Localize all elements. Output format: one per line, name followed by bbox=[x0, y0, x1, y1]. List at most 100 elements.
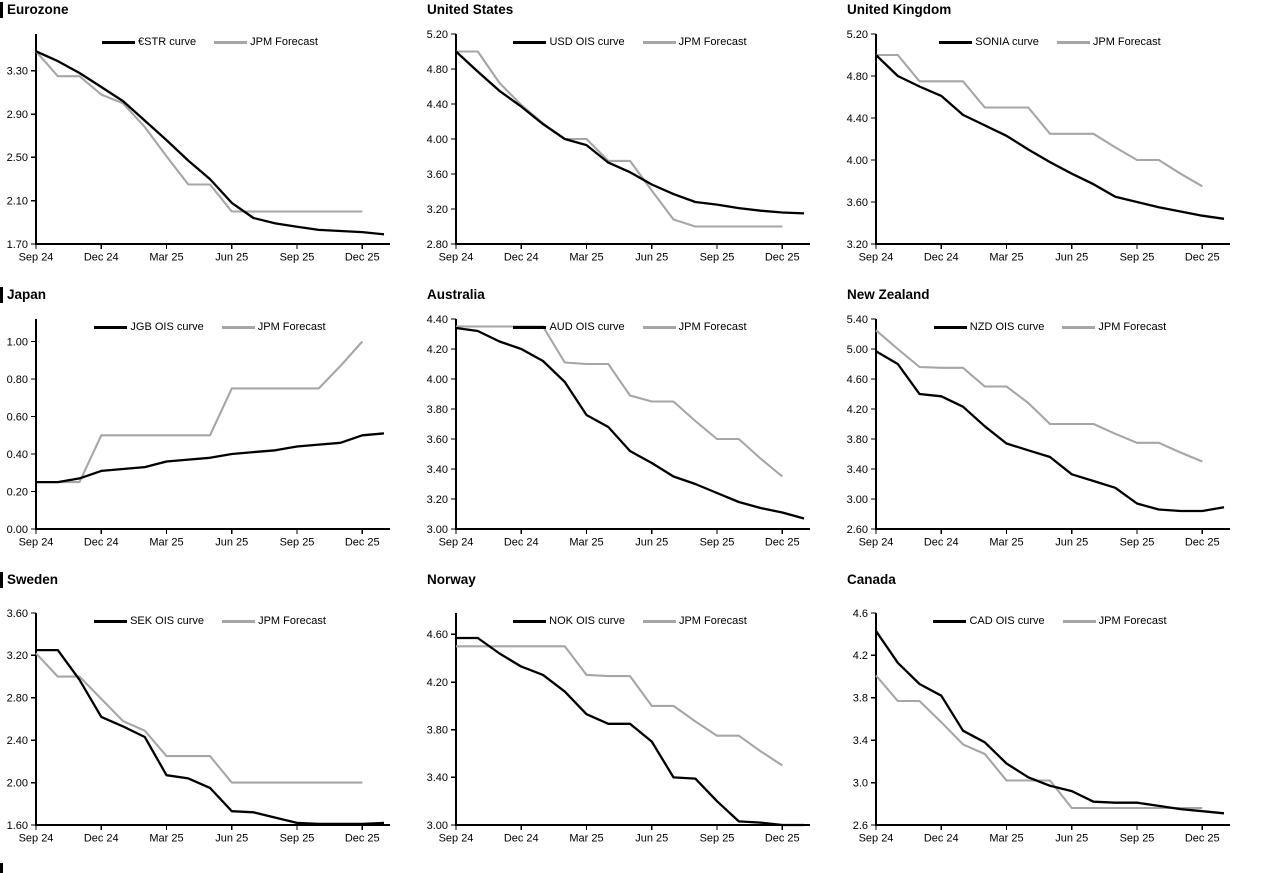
x-tick-label: Mar 25 bbox=[569, 252, 603, 264]
x-tick-label: Sep 25 bbox=[700, 833, 735, 845]
series-line-gray bbox=[456, 50, 783, 228]
x-tick-label: Dec 24 bbox=[504, 252, 539, 264]
y-tick-label: 5.40 bbox=[847, 314, 868, 326]
x-tick-label: Sep 25 bbox=[700, 252, 735, 264]
x-tick-label: Jun 25 bbox=[1055, 252, 1088, 264]
y-tick-label: 3.20 bbox=[427, 494, 448, 506]
series-line-gray bbox=[35, 50, 363, 213]
chart-legend: NOK OIS curve JPM Forecast bbox=[456, 614, 804, 628]
legend-line-sample bbox=[513, 325, 547, 329]
legend-label: SEK OIS curve bbox=[130, 615, 205, 627]
x-tick-label: Sep 24 bbox=[859, 833, 894, 845]
y-tick-label: 2.6 bbox=[853, 820, 868, 832]
y-tick-label: 2.80 bbox=[7, 693, 28, 705]
x-tick-label: Dec 24 bbox=[924, 252, 959, 264]
y-tick-label: 5.20 bbox=[427, 29, 448, 41]
y-tick-label: 3.8 bbox=[853, 693, 868, 705]
y-tick-label: 3.60 bbox=[427, 169, 448, 181]
y-tick-label: 3.00 bbox=[427, 524, 448, 536]
panel-title: United Kingdom bbox=[847, 2, 952, 17]
y-tick-label: 4.40 bbox=[427, 99, 448, 111]
panel-title: New Zealand bbox=[847, 287, 930, 302]
y-tick-label: 4.20 bbox=[847, 404, 868, 416]
legend-entry: JPM Forecast bbox=[1062, 321, 1166, 333]
legend-label: CAD OIS curve bbox=[969, 615, 1045, 627]
panel-title: Sweden bbox=[7, 572, 59, 587]
x-tick-label: Mar 25 bbox=[149, 833, 183, 845]
y-tick-label: 3.30 bbox=[7, 66, 28, 78]
x-tick-label: Dec 25 bbox=[345, 833, 380, 845]
y-tick-label: 5.00 bbox=[847, 344, 868, 356]
axis bbox=[455, 319, 810, 530]
y-tick-label: 0.20 bbox=[7, 486, 28, 498]
x-tick-label: Dec 25 bbox=[765, 537, 800, 549]
legend-entry: NZD OIS curve bbox=[933, 321, 1044, 333]
chart-legend: USD OIS curve JPM Forecast bbox=[456, 35, 804, 49]
x-tick-label: Jun 25 bbox=[215, 252, 248, 264]
x-tick-label: Dec 25 bbox=[1185, 833, 1220, 845]
y-tick-label: 0.00 bbox=[7, 524, 28, 536]
series-line-gray bbox=[875, 674, 1203, 810]
panel-title: Australia bbox=[427, 287, 485, 302]
y-tick-label: 0.60 bbox=[7, 411, 28, 423]
legend-line-sample bbox=[1056, 40, 1090, 44]
y-tick-label: 3.20 bbox=[427, 204, 448, 216]
y-tick-label: 3.40 bbox=[427, 464, 448, 476]
x-tick-label: Mar 25 bbox=[569, 537, 603, 549]
x-tick-label: Mar 25 bbox=[989, 537, 1023, 549]
y-tick-label: 2.00 bbox=[7, 777, 28, 789]
legend-entry: JPM Forecast bbox=[221, 321, 326, 333]
x-tick-label: Sep 24 bbox=[439, 537, 474, 549]
y-tick-label: 4.20 bbox=[427, 677, 448, 689]
x-tick-label: Dec 25 bbox=[345, 537, 380, 549]
series-line-gray bbox=[876, 53, 1203, 188]
chart-legend: JGB OIS curve JPM Forecast bbox=[36, 320, 384, 334]
section-marker-bar bbox=[0, 572, 3, 588]
panel-title: Canada bbox=[847, 572, 896, 587]
x-tick-label: Dec 24 bbox=[84, 252, 119, 264]
legend-line-sample bbox=[94, 619, 128, 623]
x-tick-label: Sep 25 bbox=[280, 537, 315, 549]
legend-entry: JPM Forecast bbox=[642, 321, 747, 333]
legend-line-sample bbox=[939, 40, 973, 44]
chart-canvas: 2.60 3.00 3.40 3.80 4.20 4.60 5.00 5.40 Sep 24 De… bbox=[847, 314, 1230, 549]
chart-canvas: 1.70 2.10 2.50 2.90 3.30 Sep 24 Dec 24 Mar 25 Ju… bbox=[7, 34, 390, 264]
x-tick-label: Jun 25 bbox=[1055, 833, 1088, 845]
legend-label: JPM Forecast bbox=[678, 615, 747, 627]
legend-entry: JGB OIS curve bbox=[94, 321, 204, 333]
y-tick-label: 4.60 bbox=[427, 629, 448, 641]
panel-title: Japan bbox=[7, 287, 47, 302]
y-tick-label: 5.20 bbox=[847, 29, 868, 41]
y-tick-label: 4.00 bbox=[847, 155, 868, 167]
legend-label: €STR curve bbox=[138, 36, 197, 48]
x-tick-label: Dec 24 bbox=[924, 537, 959, 549]
y-tick-label: 1.60 bbox=[7, 820, 28, 832]
legend-line-sample bbox=[221, 325, 255, 329]
y-tick-label: 3.60 bbox=[7, 608, 28, 620]
legend-line-sample bbox=[1062, 619, 1096, 623]
y-tick-label: 3.60 bbox=[427, 434, 448, 446]
series-line-black bbox=[35, 50, 385, 236]
legend-line-sample bbox=[642, 325, 676, 329]
chart-panel-eurozone: Eurozone 1.70 2.10 2.50 2.90 3.30 Sep 24 Dec 2… bbox=[0, 0, 420, 285]
y-tick-label: 3.00 bbox=[847, 494, 868, 506]
y-tick-label: 4.6 bbox=[853, 608, 868, 620]
x-tick-label: Sep 25 bbox=[700, 537, 735, 549]
y-tick-label: 3.80 bbox=[427, 725, 448, 737]
legend-label: USD OIS curve bbox=[549, 36, 625, 48]
legend-entry: JPM Forecast bbox=[214, 36, 318, 48]
x-tick-label: Sep 25 bbox=[280, 252, 315, 264]
series-line-black bbox=[875, 54, 1225, 220]
series-line-black bbox=[455, 50, 805, 215]
chart-panel-australia: Australia 3.00 3.20 3.40 3.60 3.80 4.00 4.20 4.… bbox=[420, 285, 840, 570]
chart-legend: SEK OIS curve JPM Forecast bbox=[36, 614, 384, 628]
y-tick-label: 4.40 bbox=[847, 113, 868, 125]
y-tick-label: 2.60 bbox=[847, 524, 868, 536]
x-tick-label: Sep 24 bbox=[439, 252, 474, 264]
x-tick-label: Mar 25 bbox=[149, 252, 183, 264]
x-tick-label: Dec 24 bbox=[924, 833, 959, 845]
chart-canvas: 3.20 3.60 4.00 4.40 4.80 5.20 Sep 24 Dec 24 Mar … bbox=[847, 29, 1230, 264]
chart-canvas: 1.60 2.00 2.40 2.80 3.20 3.60 Sep 24 Dec 24 Mar … bbox=[7, 608, 390, 845]
legend-entry: JPM Forecast bbox=[1056, 36, 1161, 48]
